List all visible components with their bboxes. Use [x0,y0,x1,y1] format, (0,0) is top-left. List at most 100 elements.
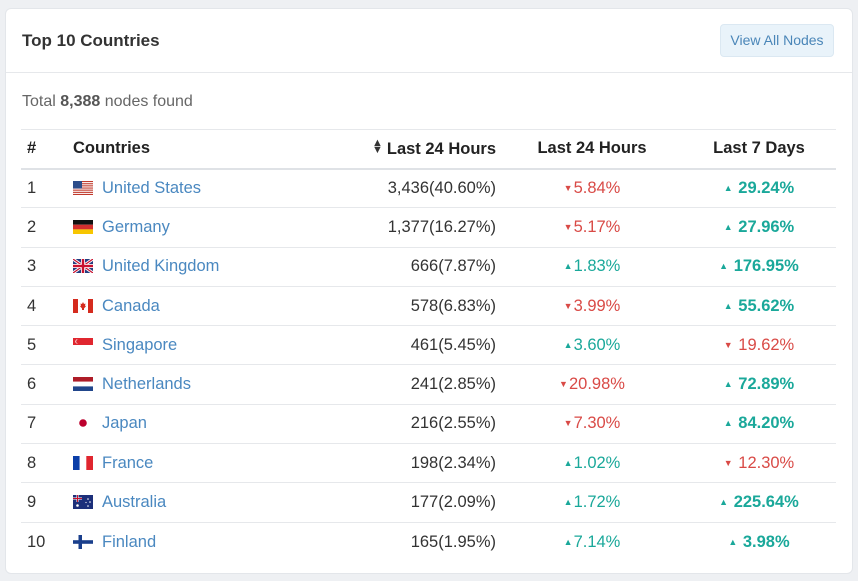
trend-up-icon: ▲ [563,339,573,350]
row-change-24h: ▼20.98% [502,365,682,404]
country-link[interactable]: United States [102,178,202,197]
row-rank: 9 [27,493,37,512]
country-link[interactable]: Netherlands [102,375,191,394]
row-nodes-24h: 198(2.34%) [410,453,496,472]
col-change-7d: Last 7 Days [713,139,805,158]
fr-flag-icon [73,455,93,470]
change-24h-value: 5.84% [573,178,621,197]
sort-icon[interactable]: ▲ ▼ [371,136,383,156]
summary-prefix: Total [22,93,56,110]
change-7d-value: 12.30% [738,453,795,472]
country-link[interactable]: Singapore [102,335,178,354]
change-24h-value: 1.83% [573,257,621,276]
row-change-24h: ▼5.17% [502,208,682,247]
row-change-7d: ▲ 72.89% [682,365,836,404]
jp-flag-icon [73,416,93,431]
country-link[interactable]: Canada [102,296,160,315]
trend-up-icon: ▲ [719,497,729,508]
view-all-nodes-button[interactable]: View All Nodes [720,24,834,57]
row-country: Netherlands [67,365,337,404]
country-link[interactable]: France [102,453,154,472]
row-change-24h: ▲3.60% [502,326,682,365]
row-change-24h: ▼5.84% [502,169,682,208]
change-7d-value: 84.20% [738,414,795,433]
change-7d-value: 176.95% [733,257,799,276]
row-change-7d: ▼ 19.62% [682,326,836,365]
trend-up-icon: ▲ [723,418,733,429]
row-country: Australia [67,483,337,522]
change-7d-value: 27.96% [738,217,795,236]
col-nodes-24h[interactable]: ▲ ▼ Last 24 Hours [337,130,502,169]
row-change-7d: ▲ 55.62% [682,286,836,325]
trend-up-icon: ▲ [723,221,733,232]
row-nodes-24h: 165(1.95%) [410,532,496,551]
trend-up-icon: ▲ [563,457,573,468]
row-country: France [67,444,337,483]
au-flag-icon [73,495,93,510]
fi-flag-icon [73,534,93,549]
table-row: 1 United States 3,436(40.60%) ▼5.84% ▲ 29.24… [21,169,836,208]
sg-flag-icon [73,337,93,352]
trend-down-icon: ▼ [563,221,573,232]
card-title: Top 10 Countries [22,31,160,50]
table-row: 5 Singapore 461(5.45%) ▲3.60% ▼ 19.62% [21,326,836,365]
trend-up-icon: ▲ [563,261,573,272]
trend-down-icon: ▼ [563,182,573,193]
us-flag-icon [73,180,93,195]
change-24h-value: 3.60% [573,335,621,354]
trend-up-icon: ▲ [723,379,733,390]
row-change-24h: ▲1.02% [502,444,682,483]
row-change-7d: ▲ 225.64% [682,483,836,522]
row-change-24h: ▲1.72% [502,483,682,522]
de-flag-icon [73,219,93,234]
trend-down-icon: ▼ [559,379,568,390]
row-change-7d: ▲ 3.98% [682,522,836,561]
trend-up-icon: ▲ [719,261,729,272]
top-countries-card: Top 10 Countries View All Nodes Total 8,… [5,8,853,574]
row-rank: 5 [27,335,37,354]
row-nodes-24h: 216(2.55%) [410,414,496,433]
table-row: 6 Netherlands 241(2.85%) ▼20.98% ▲ 72.89% [21,365,836,405]
nodes-summary: Total 8,388 nodes found [22,93,193,111]
country-link[interactable]: United Kingdom [102,257,220,276]
change-7d-value: 55.62% [738,296,795,315]
change-24h-value: 20.98% [568,375,625,394]
row-change-24h: ▲1.83% [502,247,682,286]
col-rank: # [27,139,37,158]
trend-up-icon: ▲ [723,300,733,311]
ca-flag-icon [73,298,93,313]
row-change-7d: ▲ 27.96% [682,208,836,247]
row-country: Singapore [67,326,337,365]
change-24h-value: 7.30% [573,414,621,433]
table-row: 7 Japan 216(2.55%) ▼7.30% ▲ 84.20% [21,404,836,444]
country-link[interactable]: Australia [102,493,167,512]
country-link[interactable]: Germany [102,217,170,236]
country-link[interactable]: Japan [102,414,147,433]
change-24h-value: 1.72% [573,493,621,512]
trend-up-icon: ▲ [563,497,573,508]
row-country: Canada [67,286,337,325]
row-change-24h: ▼7.30% [502,404,682,443]
table-row: 9 Australia 177(2.09%) ▲1.72% ▲ 225.64% [21,483,836,523]
change-24h-value: 5.17% [573,217,621,236]
row-country: United States [67,169,337,208]
row-nodes-24h: 177(2.09%) [410,493,496,512]
row-change-7d: ▲ 176.95% [682,247,836,286]
change-7d-value: 225.64% [733,493,799,512]
trend-up-icon: ▲ [563,536,573,547]
table-row: 3 United Kingdom 666(7.87%) ▲1.83% ▲ 176.95% [21,247,836,287]
row-rank: 3 [27,257,37,276]
row-change-7d: ▲ 84.20% [682,404,836,443]
table-row: 10 Finland 165(1.95%) ▲7.14% ▲ 3.98% [21,522,836,561]
col-countries: Countries [73,139,151,158]
row-nodes-24h: 1,377(16.27%) [387,217,496,236]
col-change-24h: Last 24 Hours [537,139,647,158]
country-link[interactable]: Finland [102,532,157,551]
row-rank: 6 [27,375,37,394]
summary-suffix: nodes found [104,93,193,110]
trend-down-icon: ▼ [563,418,573,429]
trend-up-icon: ▲ [723,182,733,193]
row-rank: 10 [27,532,46,551]
change-24h-value: 7.14% [573,532,621,551]
nl-flag-icon [73,377,93,392]
